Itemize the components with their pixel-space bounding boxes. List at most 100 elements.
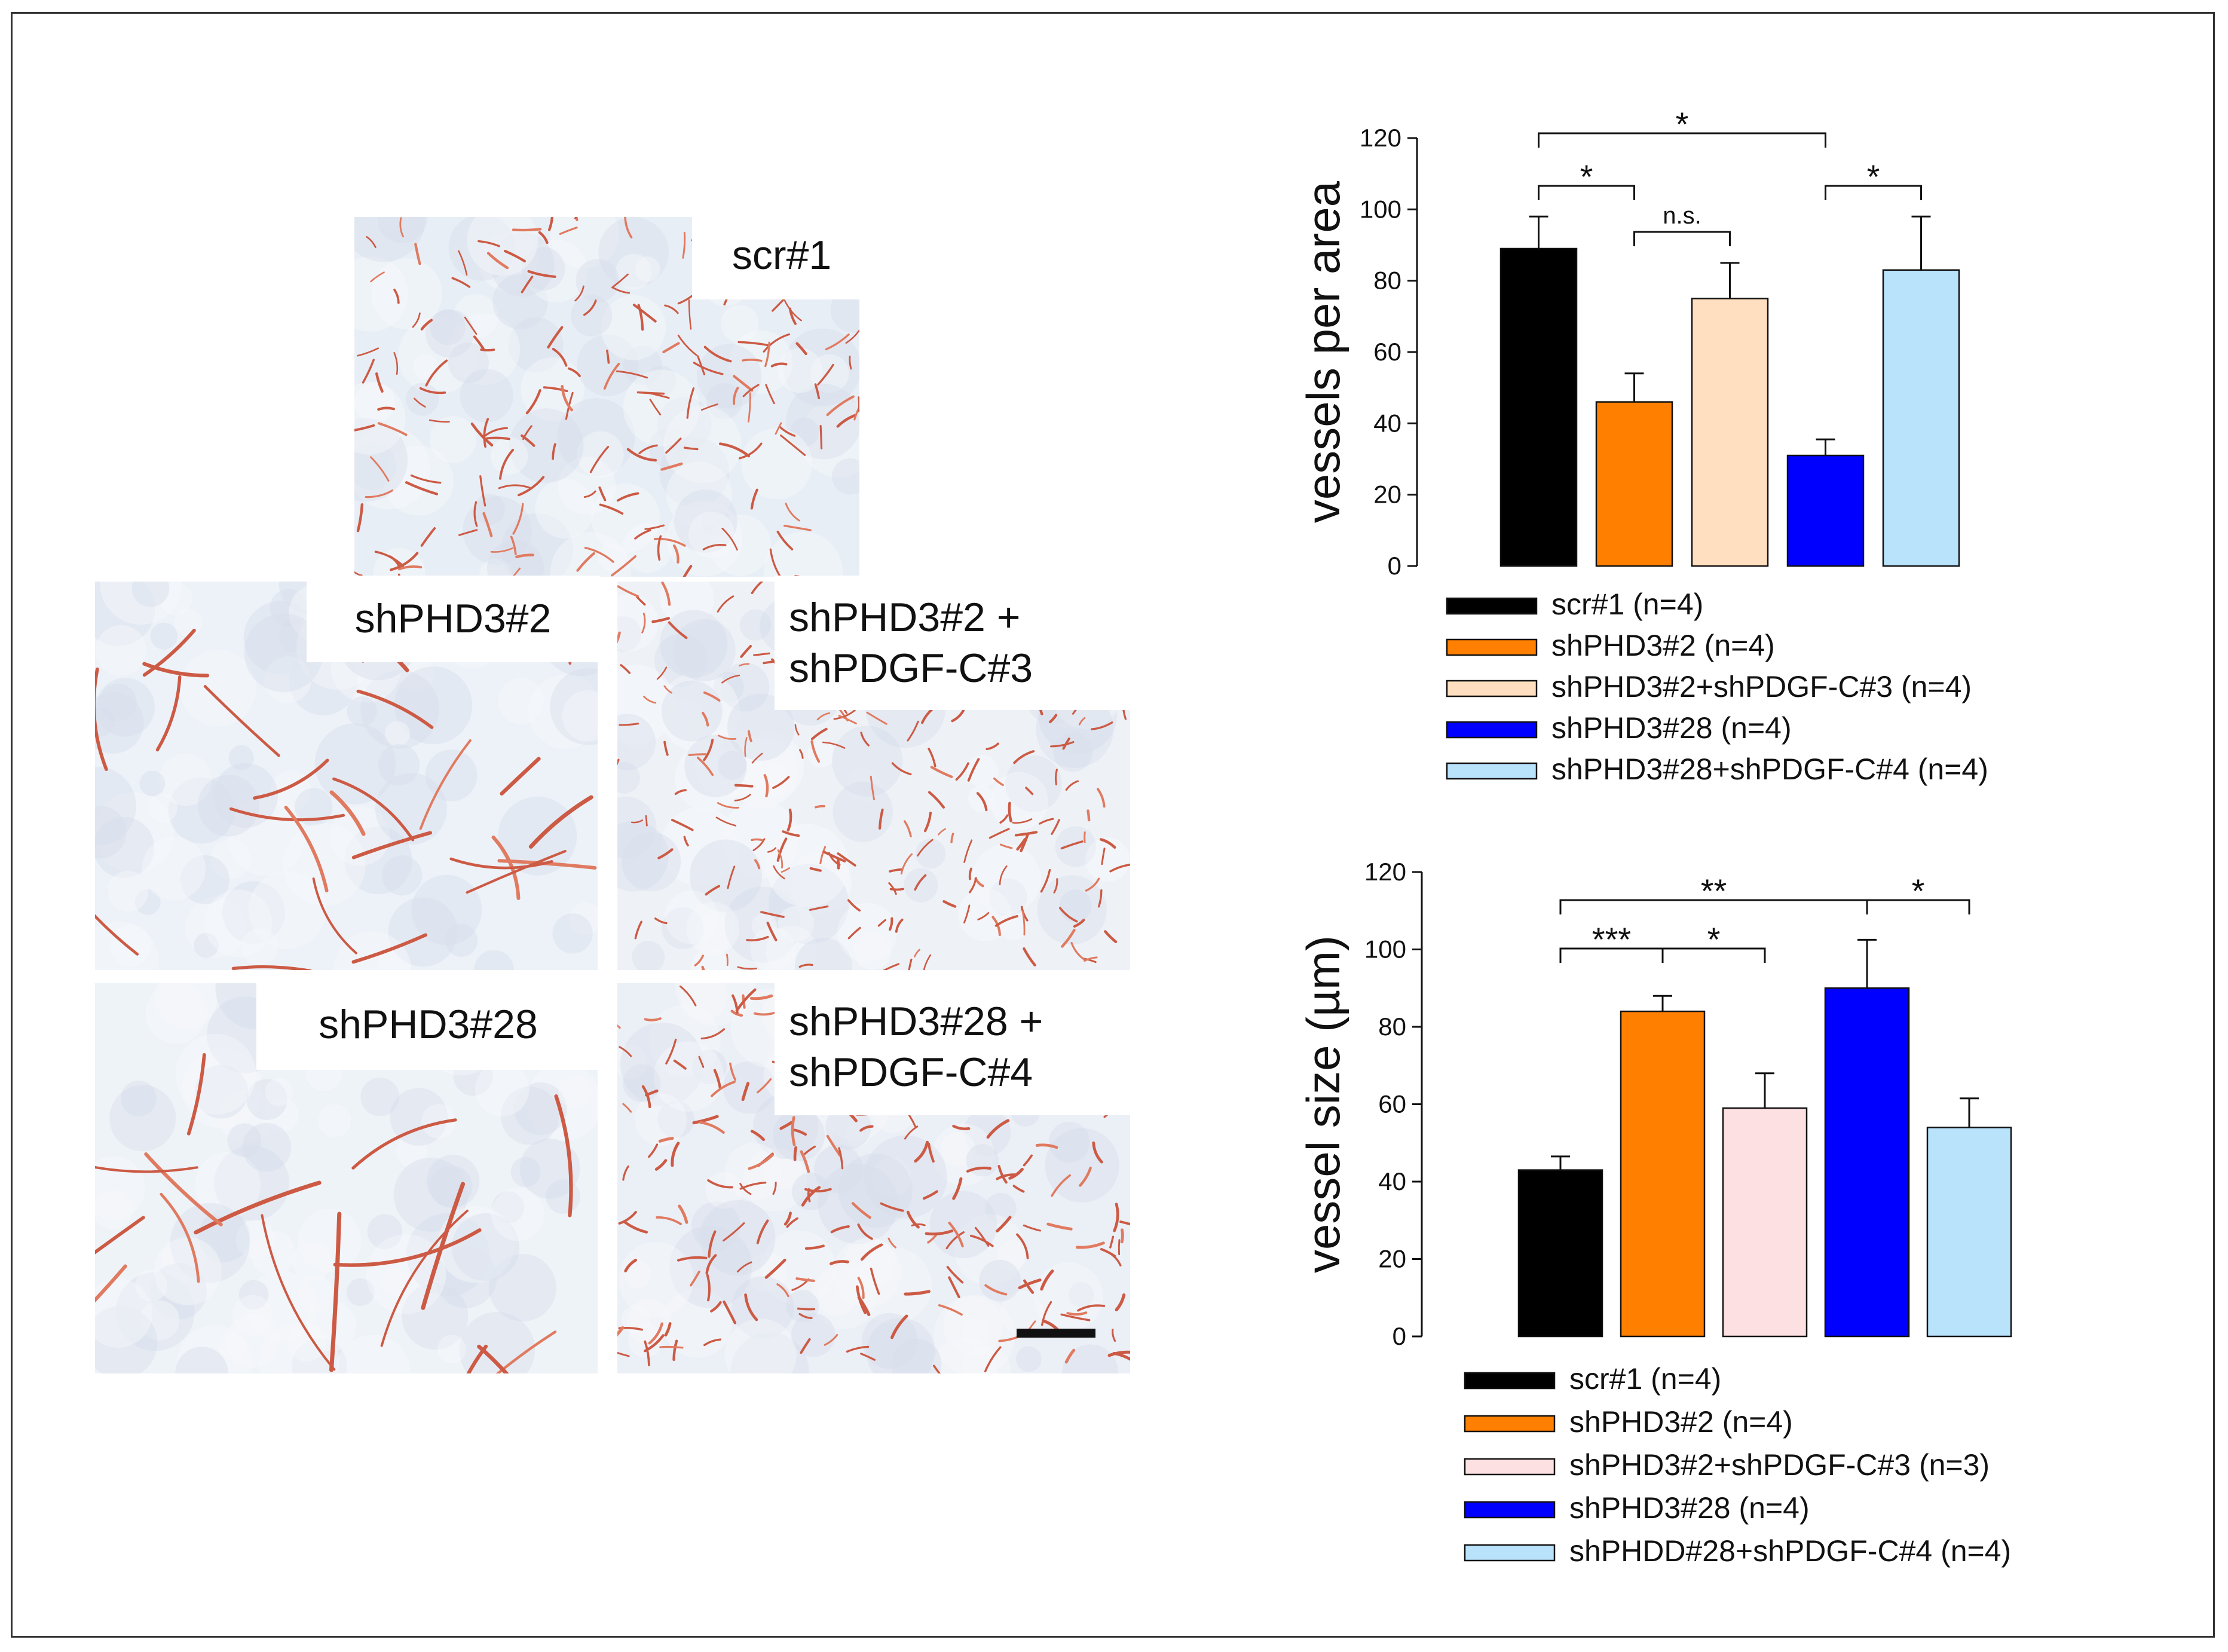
vessel-stain bbox=[1119, 1220, 1130, 1226]
tissue-texture bbox=[298, 1209, 362, 1272]
vessel-stain bbox=[1098, 889, 1103, 908]
vessel-stain bbox=[946, 1266, 964, 1284]
vessel-stain bbox=[904, 1290, 931, 1296]
tissue-texture bbox=[378, 744, 420, 786]
tissue-texture bbox=[314, 723, 396, 804]
tissue-texture bbox=[250, 1230, 296, 1276]
y-tick-label: 80 bbox=[1373, 267, 1401, 295]
vessel-stain bbox=[733, 387, 739, 405]
tissue-texture bbox=[508, 317, 564, 372]
vessel-stain bbox=[742, 384, 760, 397]
tissue-texture bbox=[242, 1122, 292, 1172]
tissue-texture bbox=[747, 1252, 788, 1293]
vessel-stain bbox=[458, 250, 468, 276]
vessel-stain bbox=[703, 345, 732, 363]
tissue-texture bbox=[354, 418, 408, 502]
vessel-stain bbox=[1065, 780, 1079, 791]
vessel-stain bbox=[429, 419, 450, 423]
vessel-stain bbox=[354, 571, 363, 577]
vessel-stain bbox=[1070, 942, 1085, 960]
vessel-stain bbox=[622, 1165, 629, 1181]
tissue-texture bbox=[617, 796, 657, 859]
vessel-stain bbox=[825, 333, 850, 351]
tissue-texture bbox=[175, 1347, 228, 1373]
vessel-stain bbox=[538, 231, 549, 244]
tissue-texture bbox=[453, 293, 498, 339]
vessel-stain bbox=[616, 492, 639, 502]
vessel-stain bbox=[583, 490, 596, 498]
tissue-texture bbox=[818, 1163, 898, 1244]
vessel-stain bbox=[617, 1351, 630, 1357]
bar bbox=[1595, 401, 1673, 567]
tissue-texture bbox=[654, 634, 708, 687]
vessel-stain bbox=[1059, 907, 1078, 923]
tissue-texture bbox=[799, 399, 859, 478]
tissue-texture bbox=[95, 766, 136, 846]
tissue-texture bbox=[979, 1259, 1021, 1302]
vessel-stain bbox=[967, 758, 980, 782]
tissue-texture bbox=[490, 232, 555, 297]
vessel-stain bbox=[923, 811, 932, 833]
tissue-texture bbox=[492, 1191, 525, 1223]
vessel-stain bbox=[354, 424, 375, 432]
vessel-stain bbox=[1085, 877, 1100, 892]
y-tick-label: 120 bbox=[1360, 124, 1401, 152]
tissue-texture bbox=[990, 772, 1048, 830]
vessel-stain bbox=[312, 877, 357, 955]
tissue-texture bbox=[214, 1145, 290, 1221]
vessel-stain bbox=[706, 1274, 711, 1302]
tissue-texture bbox=[375, 773, 447, 845]
vessel-stain bbox=[925, 1229, 954, 1235]
vessel-stain bbox=[693, 362, 724, 375]
tissue-texture bbox=[778, 905, 814, 942]
tissue-texture bbox=[528, 674, 598, 749]
vessel-stain bbox=[794, 724, 800, 736]
tissue-texture bbox=[264, 656, 311, 703]
tissue-texture bbox=[429, 416, 477, 463]
vessel-stain bbox=[847, 926, 861, 940]
vessel-stain bbox=[748, 1154, 775, 1170]
tissue-texture bbox=[1085, 837, 1130, 882]
tissue-texture bbox=[790, 852, 852, 914]
vessel-stain bbox=[466, 1344, 488, 1373]
vessel-stain bbox=[552, 443, 556, 460]
vessel-stain bbox=[679, 985, 697, 1007]
tissue-texture bbox=[145, 983, 207, 1044]
legend-swatch bbox=[1464, 1458, 1556, 1476]
vessel-stain bbox=[521, 276, 534, 293]
tissue-texture bbox=[180, 855, 229, 904]
vessel-stain bbox=[1040, 1301, 1052, 1326]
tissue-texture bbox=[218, 1088, 273, 1143]
y-tick-label: 0 bbox=[1392, 1322, 1406, 1350]
vessel-stain bbox=[996, 1216, 1012, 1233]
tissue-texture bbox=[766, 925, 818, 970]
vessel-stain bbox=[142, 628, 196, 677]
tissue-texture bbox=[837, 903, 898, 963]
tissue-texture bbox=[814, 1145, 863, 1194]
tissue-texture bbox=[195, 1152, 261, 1218]
vessel-stain bbox=[1050, 741, 1075, 748]
tissue-texture bbox=[109, 1085, 176, 1152]
significance-label: * bbox=[1580, 158, 1593, 195]
vessel-stain bbox=[486, 252, 509, 270]
tissue-texture bbox=[621, 831, 681, 892]
tissue-texture bbox=[426, 1154, 480, 1208]
vessel-stain bbox=[1113, 1203, 1119, 1232]
vessel-stain bbox=[782, 830, 800, 837]
vessel-stain bbox=[769, 548, 782, 577]
tissue-texture bbox=[706, 383, 742, 420]
vessel-stain bbox=[420, 319, 433, 331]
vessel-stain bbox=[634, 920, 642, 940]
tissue-texture bbox=[713, 671, 744, 702]
vessel-stain bbox=[917, 839, 934, 857]
vessel-stain bbox=[817, 363, 834, 386]
vessel-stain bbox=[1023, 1154, 1033, 1167]
vessel-stain bbox=[744, 737, 748, 757]
vessel-stain bbox=[739, 1183, 752, 1195]
vessel-stain bbox=[656, 666, 668, 680]
vessel-stain bbox=[809, 867, 822, 872]
vessel-stain bbox=[845, 329, 859, 344]
vessel-stain bbox=[963, 839, 973, 863]
vessel-stain bbox=[672, 544, 680, 564]
vessel-stain bbox=[1064, 1348, 1076, 1364]
